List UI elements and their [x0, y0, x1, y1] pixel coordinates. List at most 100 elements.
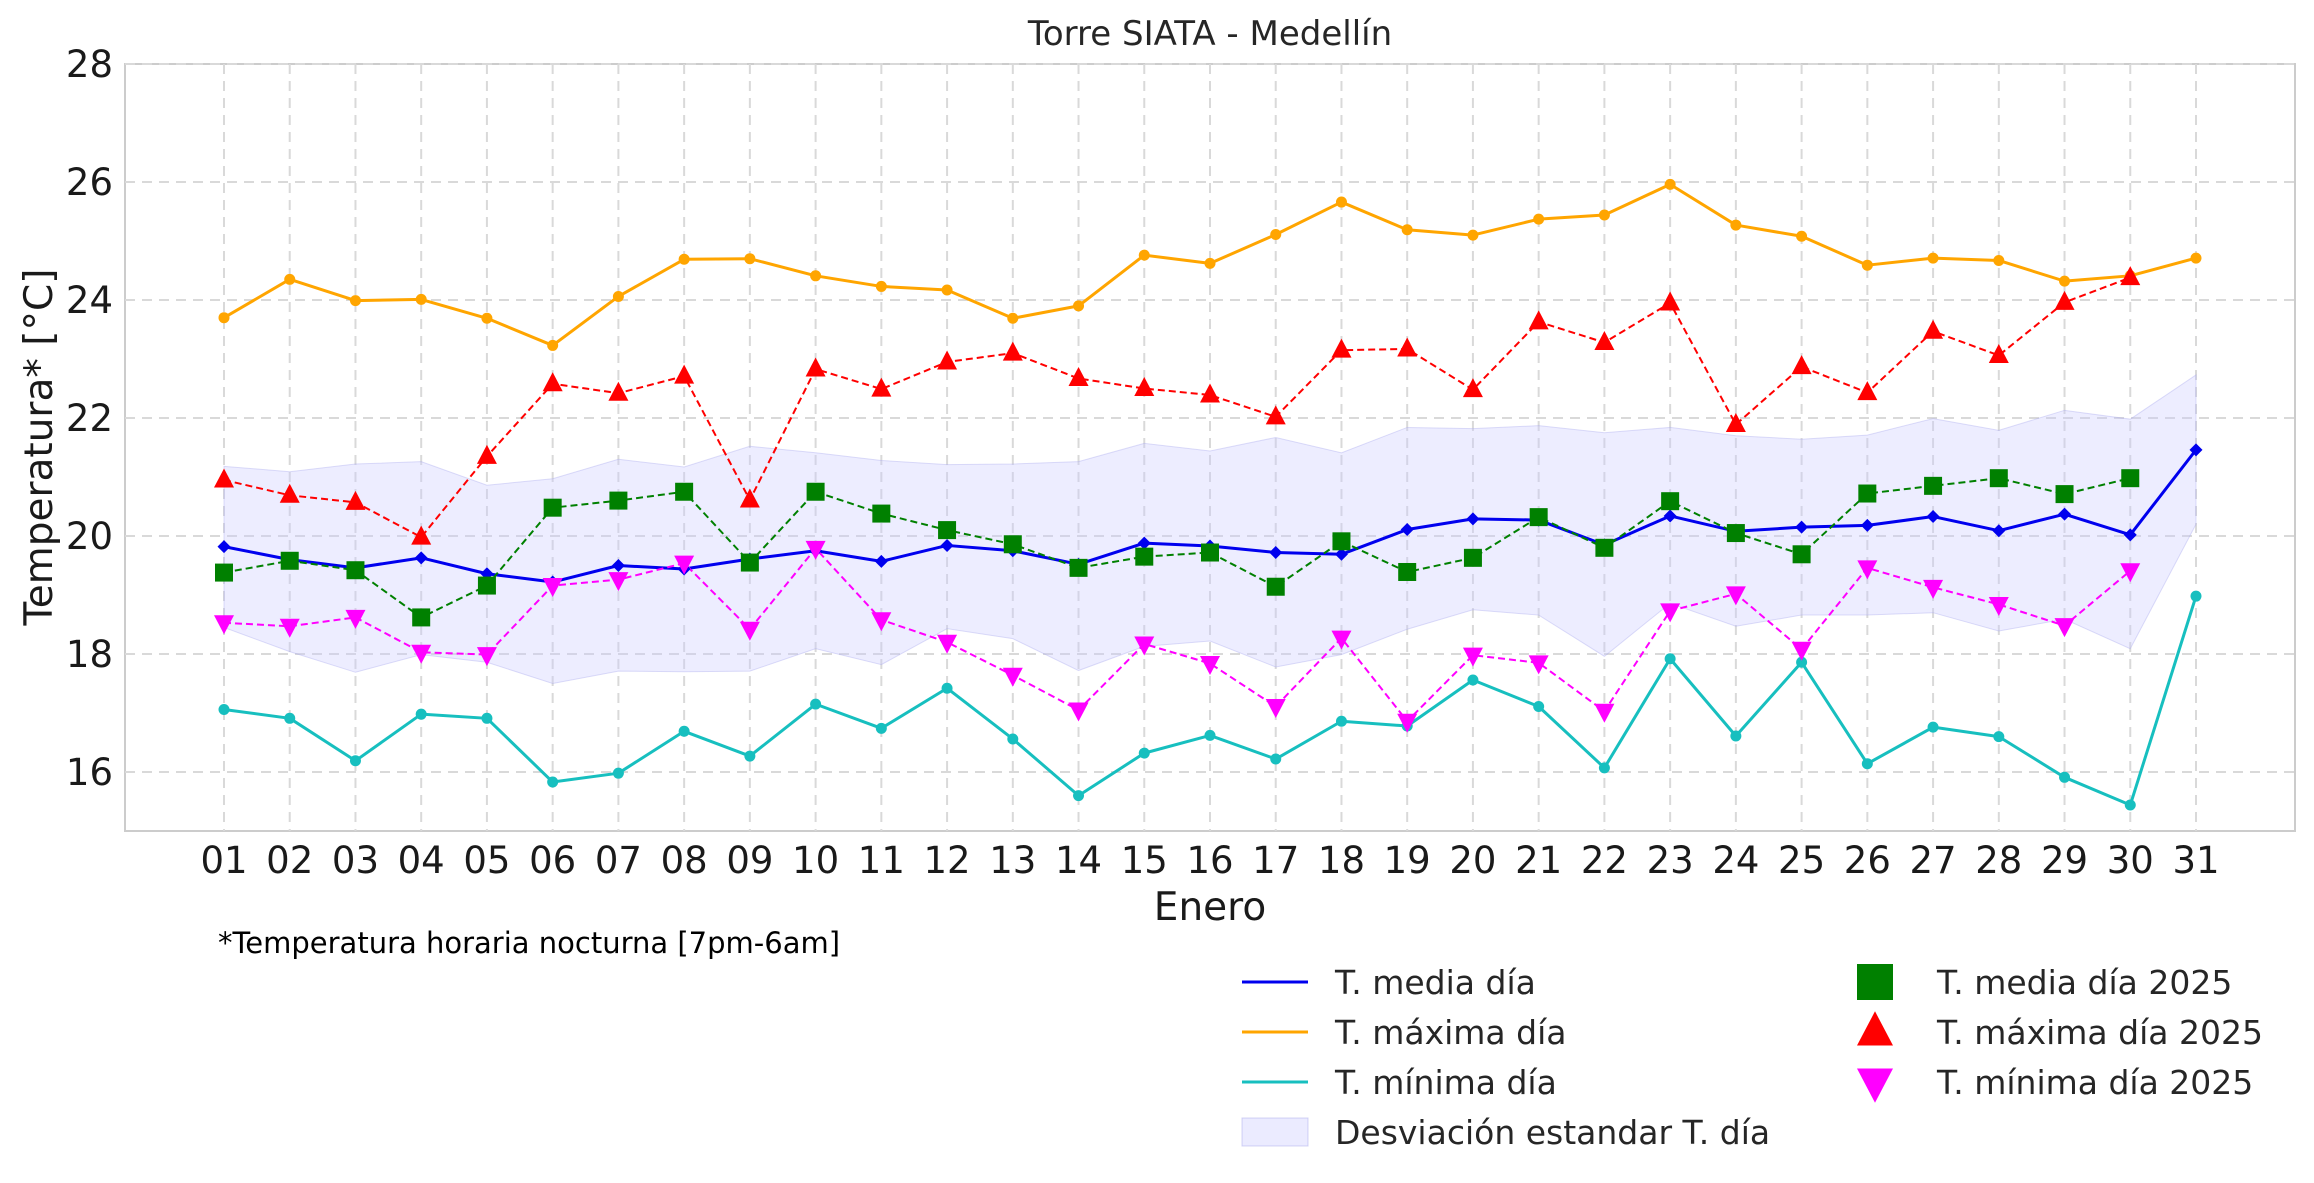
- series-5-point-05: [476, 444, 497, 464]
- series-1-point-01: [218, 312, 230, 324]
- legend-label-5: T. máxima día 2025: [1936, 1013, 2263, 1052]
- series-0-point-29: [2058, 507, 2072, 521]
- series-4-point-18: [1332, 532, 1351, 551]
- series-4-point-15: [1135, 547, 1154, 566]
- series-4-point-12: [938, 521, 957, 540]
- series-1-point-16: [1204, 257, 1216, 269]
- x-tick-24: 24: [1712, 839, 1759, 882]
- series-6-point-14: [1068, 702, 1089, 722]
- series-6-point-27: [1923, 579, 1944, 599]
- series-1-point-26: [1861, 259, 1873, 271]
- series-4-point-17: [1266, 577, 1285, 596]
- series-5-point-24: [1725, 412, 1746, 432]
- series-4-point-02: [280, 551, 299, 570]
- x-tick-26: 26: [1844, 839, 1891, 882]
- series-0-point-19: [1400, 523, 1414, 537]
- series-5-point-10: [805, 357, 826, 377]
- series-2-point-03: [349, 755, 361, 767]
- series-0-point-28: [1992, 524, 2006, 538]
- series-2-point-04: [415, 708, 427, 720]
- x-tick-03: 03: [332, 839, 379, 882]
- series-1-point-14: [1073, 300, 1085, 312]
- series-1-point-28: [1993, 254, 2005, 266]
- series-5-point-30: [2120, 266, 2141, 286]
- series-2-point-28: [1993, 731, 2005, 743]
- series-0-point-27: [1926, 510, 1940, 524]
- x-tick-18: 18: [1318, 839, 1365, 882]
- series-6-point-17: [1265, 699, 1286, 719]
- series-5-point-26: [1857, 381, 1878, 401]
- series-2-point-31: [2190, 590, 2202, 602]
- series-1-point-24: [1730, 219, 1742, 231]
- series-2-point-07: [612, 767, 624, 779]
- series-4-point-30: [2121, 469, 2140, 488]
- series-6-point-23: [1660, 603, 1681, 623]
- y-axis-label: Temperatura* [°C]: [17, 269, 62, 627]
- series-6-point-21: [1528, 655, 1549, 675]
- series-5-point-01: [214, 468, 234, 488]
- x-tick-09: 09: [726, 839, 773, 882]
- y-tick-28: 28: [66, 43, 113, 86]
- chart-title: Torre SIATA - Medellín: [1027, 14, 1392, 54]
- series-6-point-15: [1134, 636, 1155, 656]
- series-1-point-05: [481, 312, 493, 324]
- series-4-point-22: [1595, 538, 1614, 557]
- x-tick-11: 11: [858, 839, 905, 882]
- x-tick-10: 10: [792, 839, 839, 882]
- series-6-point-12: [937, 634, 958, 654]
- series-6-point-13: [1002, 667, 1023, 687]
- series-1-point-12: [941, 284, 953, 296]
- x-tick-07: 07: [595, 839, 642, 882]
- series-2-point-24: [1730, 730, 1742, 742]
- series-1-point-29: [2059, 275, 2071, 287]
- series-2-point-25: [1796, 656, 1808, 668]
- series-5-point-29: [2054, 290, 2075, 310]
- series-4-point-06: [543, 498, 562, 517]
- series-6-point-24: [1725, 586, 1746, 606]
- series-5-point-16: [1200, 383, 1220, 403]
- series-6-point-29: [2054, 618, 2075, 638]
- x-tick-27: 27: [1910, 839, 1957, 882]
- series-4-point-13: [1003, 535, 1022, 554]
- series-4-point-04: [412, 608, 431, 627]
- series-6-point-09: [739, 621, 760, 641]
- series-5-point-27: [1923, 319, 1944, 339]
- series-4-point-19: [1398, 562, 1417, 581]
- y-tick-22: 22: [66, 397, 113, 440]
- series-1-point-25: [1796, 230, 1808, 242]
- series-6-point-20: [1462, 647, 1483, 667]
- series-1-point-19: [1401, 224, 1413, 236]
- series-1-point-08: [678, 253, 690, 265]
- series-4-point-07: [609, 491, 628, 510]
- x-tick-05: 05: [463, 839, 510, 882]
- series-1-point-03: [349, 295, 361, 307]
- series-1-point-18: [1335, 196, 1347, 208]
- series-0-point-17: [1269, 546, 1283, 560]
- series-0-point-30: [2123, 528, 2137, 542]
- series-6-point-26: [1857, 560, 1878, 580]
- series-4-point-05: [477, 576, 496, 595]
- series-2-point-13: [1007, 733, 1019, 745]
- x-tick-23: 23: [1647, 839, 1694, 882]
- series-6-point-19: [1397, 713, 1418, 733]
- y-tick-24: 24: [66, 279, 113, 322]
- series-1-point-04: [415, 293, 427, 305]
- series-4-point-01: [215, 563, 233, 582]
- series-4-point-26: [1858, 484, 1877, 503]
- x-axis-label: Enero: [1154, 885, 1266, 930]
- series-4-point-16: [1201, 543, 1219, 562]
- series-4-point-29: [2055, 485, 2074, 504]
- series-2-point-26: [1861, 758, 1873, 770]
- y-tick-18: 18: [66, 633, 113, 676]
- series-1-point-11: [875, 280, 887, 292]
- series-2-point-23: [1664, 653, 1676, 665]
- legend-label-1: T. máxima día: [1334, 1013, 1566, 1052]
- series-0-point-18: [1334, 547, 1348, 561]
- series-1-point-17: [1270, 229, 1282, 241]
- y-tick-20: 20: [66, 515, 113, 558]
- series-1-point-10: [810, 270, 822, 282]
- x-tick-17: 17: [1252, 839, 1299, 882]
- series-0-point-15: [1137, 536, 1151, 550]
- series-6-point-11: [871, 612, 892, 632]
- legend-label-2: T. mínima día: [1334, 1063, 1557, 1102]
